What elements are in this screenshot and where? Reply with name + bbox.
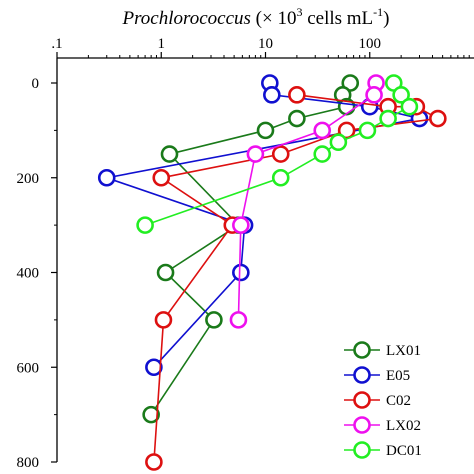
- data-point: [145, 453, 163, 471]
- legend-label: E05: [386, 368, 410, 384]
- legend-item-lx02: LX02: [344, 416, 421, 434]
- legend-marker: [353, 341, 371, 359]
- data-point: [358, 121, 377, 140]
- data-point: [160, 145, 179, 163]
- legend-label: LX02: [386, 418, 421, 434]
- y-tick-label: 0: [32, 76, 40, 92]
- series-e05: [97, 74, 429, 377]
- data-point: [429, 109, 447, 128]
- y-tick-label: 400: [17, 266, 40, 282]
- data-point: [313, 145, 332, 163]
- legend-label: DC01: [386, 443, 422, 459]
- y-tick-label: 800: [17, 455, 40, 471]
- series-line: [237, 82, 377, 320]
- data-point: [365, 86, 383, 104]
- y-tick-label: 600: [17, 360, 40, 376]
- series-layer: [97, 74, 447, 471]
- x-tick-label: 10: [258, 36, 273, 52]
- legend-label: LX01: [386, 343, 421, 359]
- data-point: [288, 86, 306, 104]
- chart-title: Prochlorococcus (× 103 cells mL-1): [122, 5, 390, 29]
- axes: .1 1 10 100 0 200 400 600 800: [17, 36, 474, 471]
- data-point: [232, 263, 250, 282]
- data-point: [246, 145, 265, 163]
- data-point: [156, 263, 175, 282]
- legend-item-c02: C02: [344, 391, 411, 409]
- series-dc01: [136, 74, 419, 234]
- data-point: [97, 168, 116, 187]
- series-lx02: [229, 74, 385, 329]
- legend-marker: [353, 391, 371, 409]
- data-point: [152, 168, 171, 187]
- data-point: [329, 133, 348, 152]
- legend-marker: [353, 366, 371, 384]
- data-point: [142, 405, 160, 424]
- data-point: [145, 358, 163, 377]
- data-point: [256, 121, 275, 140]
- data-point: [288, 109, 306, 128]
- data-point: [392, 86, 410, 104]
- legend-item-dc01: DC01: [344, 441, 422, 459]
- legend-marker: [353, 441, 371, 459]
- legend-item-lx01: LX01: [344, 341, 421, 359]
- data-point: [263, 86, 281, 104]
- data-point: [313, 121, 332, 140]
- legend-label: C02: [386, 393, 411, 409]
- data-point: [379, 109, 397, 128]
- data-point: [229, 311, 248, 329]
- x-tick-label: .1: [51, 36, 62, 52]
- legend-item-e05: E05: [344, 366, 410, 384]
- data-point: [154, 311, 173, 329]
- data-point: [271, 145, 290, 163]
- y-tick-label: 200: [17, 171, 40, 187]
- x-tick-label: 1: [158, 36, 166, 52]
- legend: LX01 E05 C02 LX02 DC01: [344, 341, 422, 459]
- data-point: [136, 216, 154, 234]
- data-point: [337, 121, 356, 140]
- data-point: [232, 216, 250, 234]
- x-tick-label: 100: [359, 36, 382, 52]
- data-point: [400, 97, 419, 116]
- data-point: [271, 168, 290, 187]
- series-c02: [145, 86, 447, 471]
- data-point: [205, 311, 223, 329]
- legend-marker: [353, 416, 371, 434]
